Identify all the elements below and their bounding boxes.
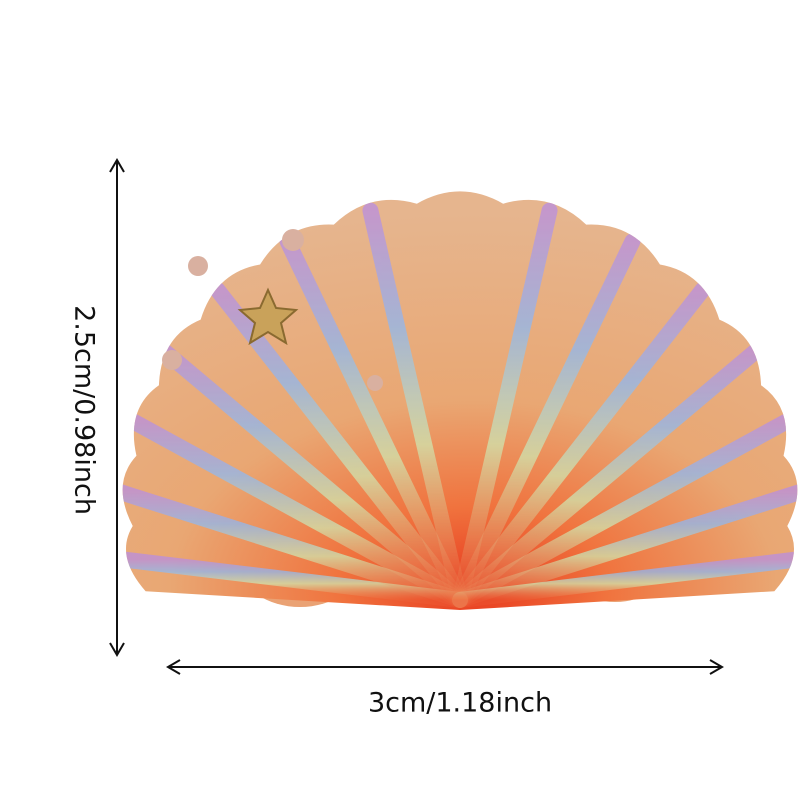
- height-arrow: [109, 158, 125, 657]
- shell-rib: [209, 281, 468, 608]
- shell-rib: [452, 342, 765, 608]
- shell-rib: [122, 551, 468, 608]
- width-dimension-label: 3cm/1.18inch: [367, 687, 553, 719]
- shell-rib: [452, 411, 798, 608]
- shell-rib: [155, 342, 468, 608]
- shell-rib: [452, 281, 711, 608]
- shell-rib: [452, 551, 798, 608]
- shell-rib: [122, 482, 468, 608]
- shell-rib: [452, 202, 558, 608]
- shell-rib: [279, 233, 468, 608]
- shell-rib: [122, 411, 468, 608]
- shell-rib: [362, 202, 468, 608]
- shell-rib: [452, 482, 798, 608]
- star-decoration: [162, 229, 383, 391]
- shell-rib: [452, 233, 641, 608]
- width-arrow: [166, 659, 724, 675]
- shell-ribs: [122, 192, 798, 608]
- height-dimension-label: 2.5cm/0.98inch: [68, 305, 100, 515]
